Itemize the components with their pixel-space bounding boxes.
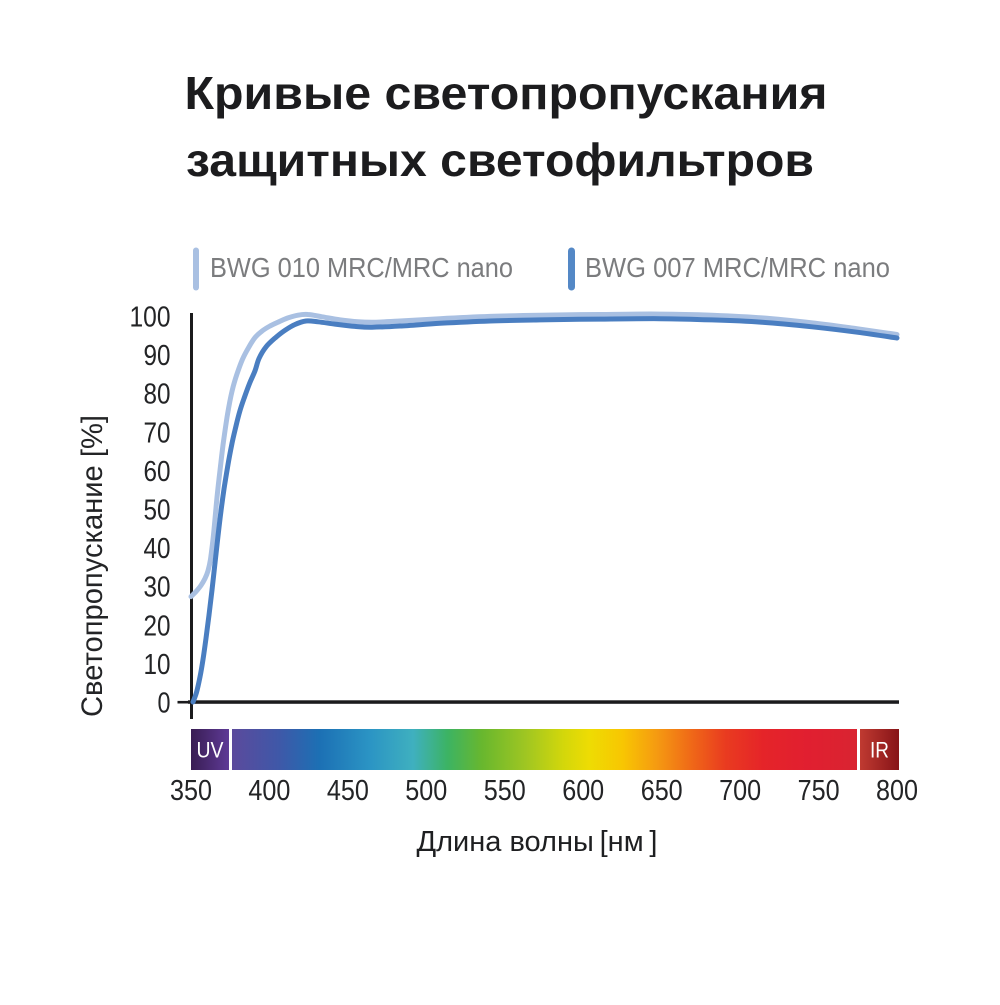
- svg-text:600: 600: [562, 775, 604, 807]
- svg-text:350: 350: [170, 775, 212, 807]
- svg-text:700: 700: [719, 775, 761, 807]
- svg-text:650: 650: [641, 775, 683, 807]
- svg-text:550: 550: [484, 775, 526, 807]
- svg-text:защитных светофильтров: защитных светофильтров: [186, 134, 814, 186]
- svg-text:800: 800: [876, 775, 918, 807]
- svg-text:BWG 010 MRC/MRC nano: BWG 010 MRC/MRC nano: [210, 252, 513, 283]
- svg-text:50: 50: [144, 495, 171, 527]
- svg-text:40: 40: [144, 533, 171, 565]
- svg-text:70: 70: [144, 417, 171, 449]
- svg-text:BWG 007 MRC/MRC nano: BWG 007 MRC/MRC nano: [585, 252, 890, 283]
- svg-text:60: 60: [144, 456, 171, 488]
- svg-text:500: 500: [405, 775, 447, 807]
- svg-text:Длина волны [нм ]: Длина волны [нм ]: [417, 826, 658, 858]
- svg-text:450: 450: [327, 775, 369, 807]
- svg-text:30: 30: [144, 572, 171, 604]
- svg-text:0: 0: [158, 688, 171, 720]
- svg-text:10: 10: [144, 649, 171, 681]
- svg-text:Кривые светопропускания: Кривые светопропускания: [185, 67, 828, 119]
- svg-text:400: 400: [248, 775, 290, 807]
- svg-text:UV: UV: [197, 738, 224, 763]
- svg-text:90: 90: [144, 340, 171, 372]
- svg-text:Светопропускание [%]: Светопропускание [%]: [76, 415, 109, 717]
- svg-text:80: 80: [144, 379, 171, 411]
- svg-text:IR: IR: [870, 738, 889, 763]
- svg-text:750: 750: [798, 775, 840, 807]
- svg-text:20: 20: [144, 610, 171, 642]
- svg-text:100: 100: [130, 302, 171, 334]
